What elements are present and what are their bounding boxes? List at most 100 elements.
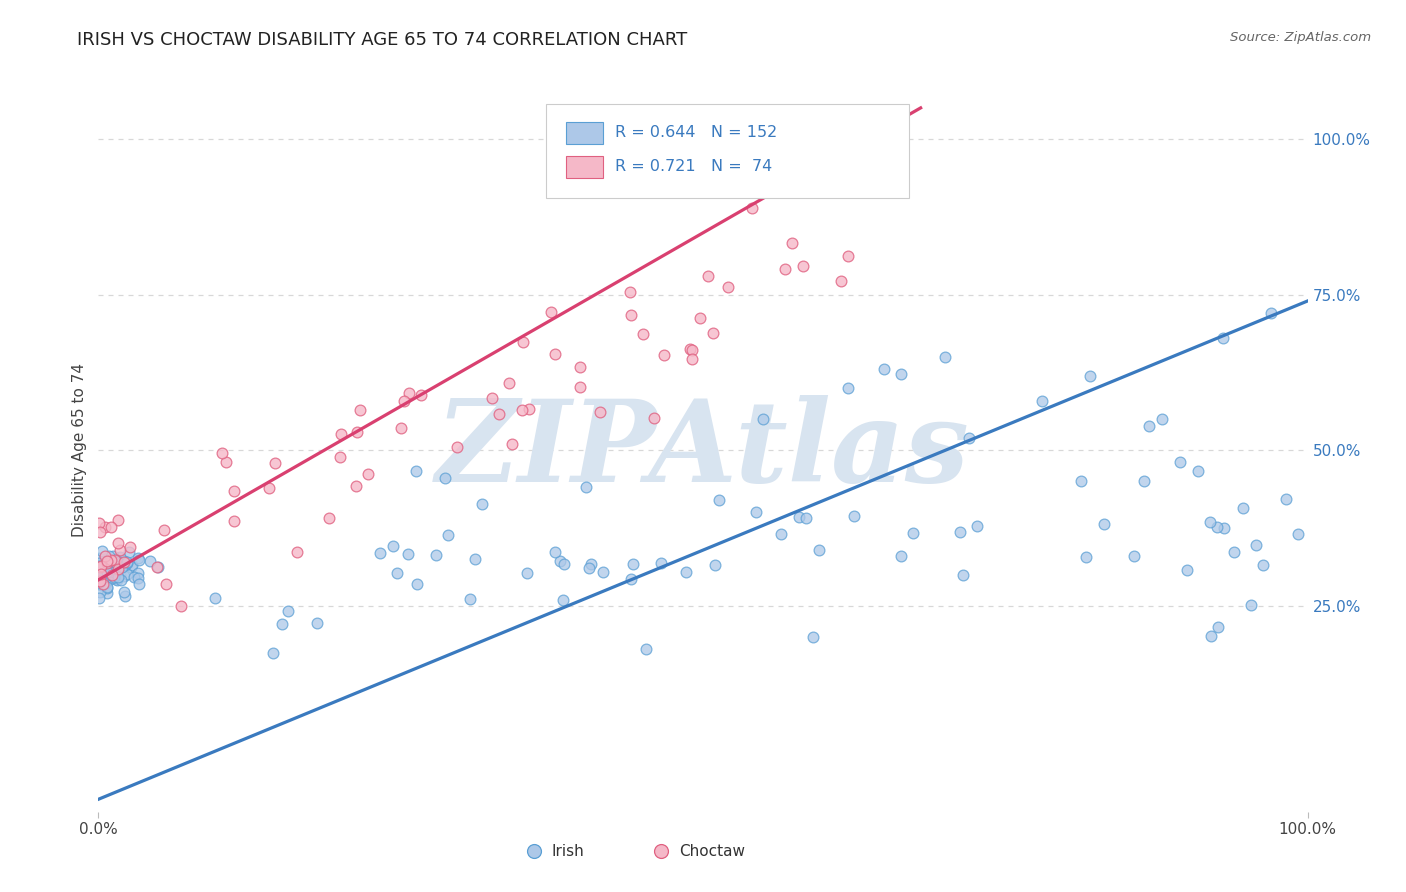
Point (96, 586, 118, 600)
Point (89, 574, 111, 589)
Point (107, 512, 129, 526)
Point (330, 427, 353, 442)
Point (780, 236, 803, 251)
Point (1240, 598, 1263, 612)
Point (170, 599, 193, 614)
Point (285, 544, 308, 558)
Point (87, 564, 110, 578)
Point (548, 554, 571, 568)
Point (112, 555, 135, 569)
Point (100, 553, 122, 567)
Point (115, 566, 138, 581)
Point (91, 567, 114, 582)
Point (91, 562, 114, 576)
Point (1286, 527, 1309, 541)
Point (1133, 474, 1156, 488)
Point (94, 549, 117, 564)
Point (97, 566, 120, 581)
Point (1137, 419, 1160, 434)
Point (1187, 464, 1209, 478)
Point (91, 577, 114, 591)
Point (91, 557, 114, 571)
Point (103, 566, 125, 580)
Point (425, 548, 447, 562)
Point (368, 546, 391, 560)
Point (103, 558, 125, 572)
Point (966, 518, 988, 533)
Point (498, 376, 520, 391)
Point (96, 581, 118, 595)
Text: IRISH VS CHOCTAW DISABILITY AGE 65 TO 74 CORRELATION CHART: IRISH VS CHOCTAW DISABILITY AGE 65 TO 74… (77, 31, 688, 49)
Point (139, 554, 162, 568)
Point (87, 551, 110, 566)
Point (745, 505, 768, 519)
Point (446, 441, 468, 455)
Point (146, 560, 169, 574)
Point (1199, 515, 1222, 529)
Point (108, 550, 131, 565)
Point (87, 591, 110, 605)
Point (405, 576, 427, 591)
Point (101, 568, 124, 582)
Point (1251, 558, 1274, 573)
Point (87, 566, 110, 581)
Point (1208, 620, 1230, 634)
Point (93, 571, 115, 585)
Point (89, 565, 111, 579)
Point (592, 565, 614, 579)
FancyBboxPatch shape (567, 156, 603, 178)
Point (94, 576, 117, 591)
Point (89, 574, 111, 589)
Point (98, 572, 121, 586)
Point (96, 560, 118, 574)
Point (91, 565, 114, 579)
Point (1223, 545, 1246, 559)
Point (155, 577, 177, 591)
Point (1168, 455, 1191, 469)
Point (568, 360, 591, 375)
Point (224, 484, 246, 499)
Point (318, 511, 340, 525)
Point (94, 565, 117, 579)
Point (801, 630, 824, 644)
Point (101, 549, 124, 563)
Point (105, 551, 128, 566)
Point (433, 470, 456, 484)
Point (110, 573, 132, 587)
Point (389, 421, 412, 435)
Point (89, 559, 111, 574)
Point (553, 557, 575, 571)
Point (87, 564, 110, 578)
Point (544, 545, 567, 559)
Point (104, 565, 127, 579)
Point (115, 555, 138, 569)
Point (437, 527, 460, 541)
Point (108, 542, 131, 557)
Point (97, 564, 120, 578)
Point (488, 407, 510, 421)
Point (97, 549, 120, 564)
Point (93, 566, 115, 581)
Point (681, 343, 703, 358)
Point (94, 567, 117, 582)
Point (873, 362, 896, 376)
Point (949, 525, 972, 540)
Point (103, 570, 125, 584)
Point (90, 558, 112, 573)
Point (702, 326, 724, 340)
Point (89, 575, 111, 590)
Point (105, 554, 128, 568)
Point (1078, 368, 1101, 383)
Point (460, 592, 482, 607)
Text: ZIPAtlas: ZIPAtlas (436, 395, 970, 506)
Point (681, 352, 703, 367)
Point (808, 543, 831, 558)
Point (94, 520, 117, 534)
Point (89, 525, 111, 540)
Point (1070, 474, 1092, 488)
Point (789, 510, 811, 524)
Point (903, 525, 925, 540)
Point (87, 559, 110, 574)
Point (101, 565, 124, 579)
Point (512, 334, 534, 349)
